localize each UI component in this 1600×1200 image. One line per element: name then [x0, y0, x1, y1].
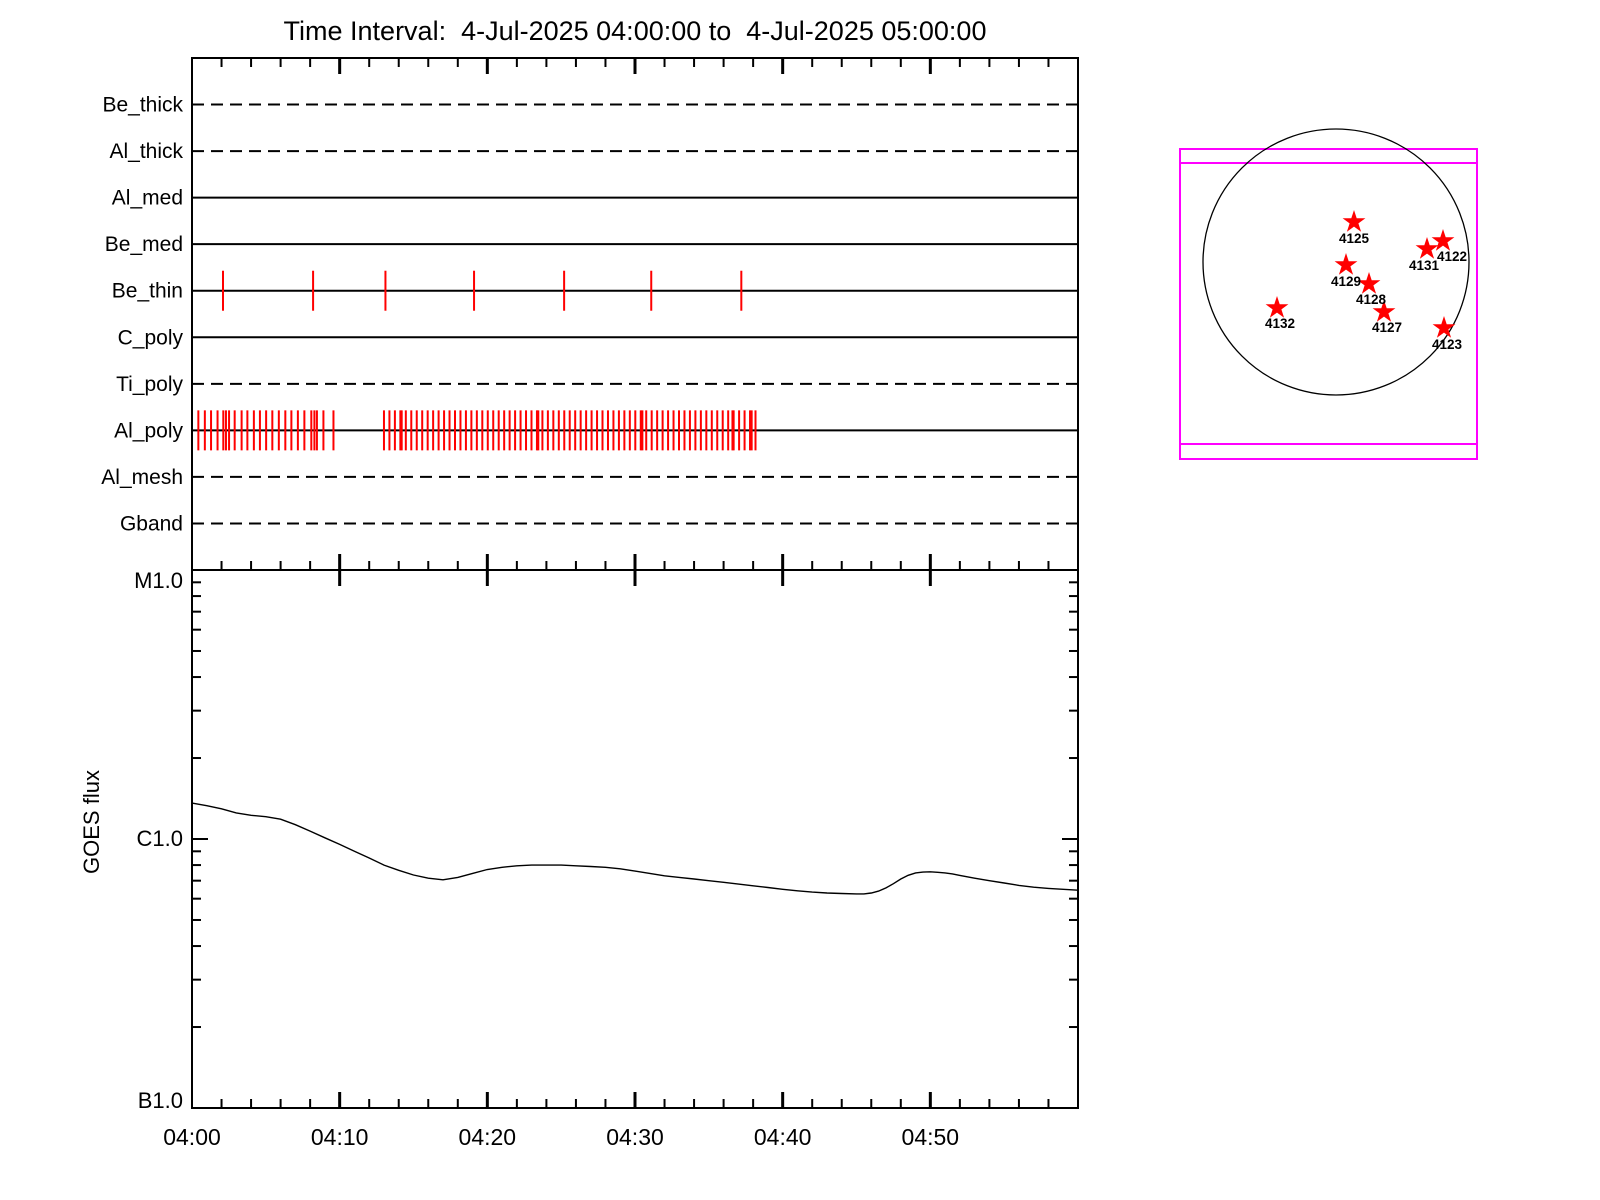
flux-tick-label: B1.0	[138, 1088, 183, 1113]
filter-channel-label: Be_thin	[112, 280, 183, 303]
active-region-star	[1342, 210, 1366, 232]
filter-channel-label: Gband	[120, 512, 183, 535]
active-region-label: 4132	[1265, 316, 1295, 331]
time-tick-label: 04:00	[163, 1124, 221, 1150]
active-region-star	[1415, 237, 1439, 259]
active-region-star	[1334, 253, 1358, 275]
active-region-label: 4128	[1356, 292, 1387, 307]
time-tick-label: 04:10	[311, 1124, 369, 1150]
active-region-star	[1431, 229, 1455, 251]
goes-flux-curve	[191, 802, 1079, 895]
active-region-star	[1357, 272, 1381, 294]
xrt-fov-box	[1179, 148, 1478, 460]
active-region-label: 4127	[1372, 320, 1402, 335]
active-region-star	[1432, 316, 1456, 338]
flux-tick-label: M1.0	[134, 568, 183, 593]
filter-channel-label: C_poly	[118, 326, 184, 349]
time-tick-label: 04:50	[902, 1124, 960, 1150]
active-region-label: 4131	[1409, 258, 1440, 273]
time-tick-label: 04:40	[754, 1124, 812, 1150]
active-region-star	[1265, 296, 1289, 318]
time-tick-label: 04:30	[606, 1124, 664, 1150]
filter-channel-label: Ti_poly	[116, 373, 183, 396]
filter-channel-label: Al_med	[112, 187, 183, 210]
active-region-label: 4125	[1339, 231, 1370, 246]
chart-title: Time Interval: 4-Jul-2025 04:00:00 to 4-…	[283, 16, 987, 46]
filter-channel-label: Al_poly	[114, 419, 183, 442]
active-region-label: 4129	[1331, 274, 1361, 289]
filter-channel-label: Al_mesh	[101, 466, 183, 489]
active-region-star	[1372, 300, 1396, 322]
active-region-label: 4122	[1437, 249, 1467, 264]
active-region-label: 4123	[1432, 337, 1463, 352]
filter-panel-frame	[191, 57, 1079, 571]
filter-channel-label: Be_med	[105, 233, 183, 256]
flux-tick-label: C1.0	[137, 826, 183, 851]
goes-panel-frame	[191, 569, 1079, 1109]
solar-limb-circle	[1202, 128, 1470, 396]
filter-channel-label: Be_thick	[102, 94, 183, 117]
time-tick-label: 04:20	[459, 1124, 517, 1150]
filter-channel-label: Al_thick	[109, 140, 183, 163]
